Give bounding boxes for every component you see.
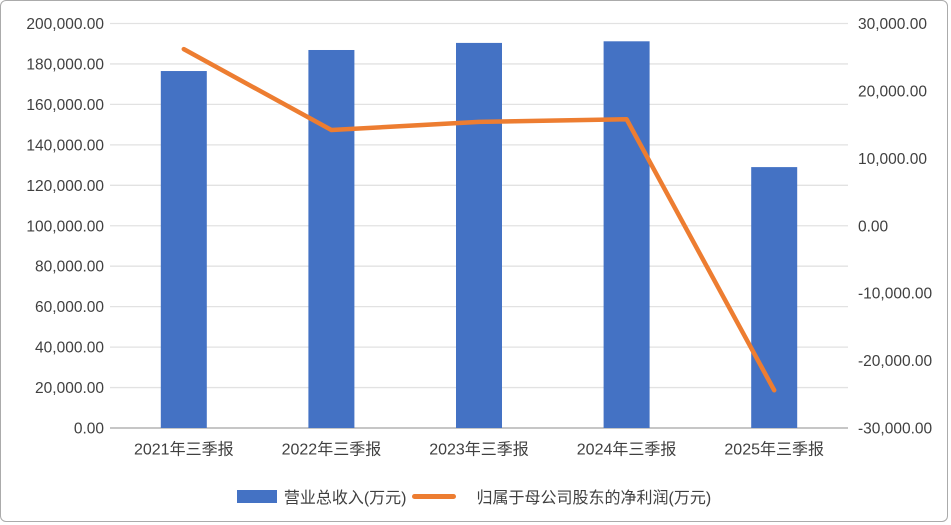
right-axis-tick-label: 30,000.00 [858, 16, 927, 33]
left-axis-tick-label: 180,000.00 [26, 56, 104, 73]
legend-entry-revenue: 营业总收入(万元) [236, 484, 407, 508]
left-axis-tick-label: 60,000.00 [35, 299, 104, 316]
x-axis-label: 2021年三季报 [134, 441, 234, 459]
bar-2025年三季报 [751, 167, 798, 428]
legend-label-profit: 归属于母公司股东的净利润(万元) [476, 490, 712, 507]
chart-legend: 营业总收入(万元) 归属于母公司股东的净利润(万元) [1, 484, 947, 508]
right-axis-tick-label: 20,000.00 [858, 83, 927, 100]
left-axis-tick-label: 80,000.00 [35, 259, 104, 276]
x-axis-label: 2022年三季报 [282, 441, 382, 459]
right-axis-tick-label: -30,000.00 [858, 421, 932, 438]
legend-entry-profit: 归属于母公司股东的净利润(万元) [407, 484, 712, 508]
right-axis-tick-label: -20,000.00 [858, 353, 932, 370]
left-axis-tick-label: 120,000.00 [26, 178, 104, 195]
bar-series-swatch-icon [236, 489, 277, 503]
left-axis-tick-label: 140,000.00 [26, 137, 104, 154]
left-axis-tick-label: 200,000.00 [26, 16, 104, 33]
legend-label-revenue: 营业总收入(万元) [283, 490, 407, 507]
bar-2023年三季报 [456, 42, 502, 428]
x-axis-label: 2025年三季报 [724, 441, 824, 459]
left-axis-tick-label: 100,000.00 [26, 218, 104, 235]
right-axis-tick-label: -10,000.00 [858, 286, 932, 303]
left-axis-tick-label: 0.00 [74, 421, 105, 438]
bar-2022年三季报 [308, 49, 355, 428]
x-axis-label: 2024年三季报 [577, 441, 677, 459]
left-axis-tick-label: 40,000.00 [35, 340, 104, 357]
bar-2024年三季报 [603, 41, 650, 428]
left-axis-tick-label: 160,000.00 [26, 97, 104, 114]
right-axis-tick-label: 0.00 [858, 218, 889, 235]
net-profit-line-series [181, 46, 777, 393]
left-axis-tick-label: 20,000.00 [35, 380, 104, 397]
line-series-swatch-icon [411, 493, 456, 499]
x-axis-label: 2023年三季报 [429, 441, 529, 459]
right-axis-tick-label: 10,000.00 [858, 151, 927, 168]
bar-2021年三季报 [160, 71, 207, 428]
